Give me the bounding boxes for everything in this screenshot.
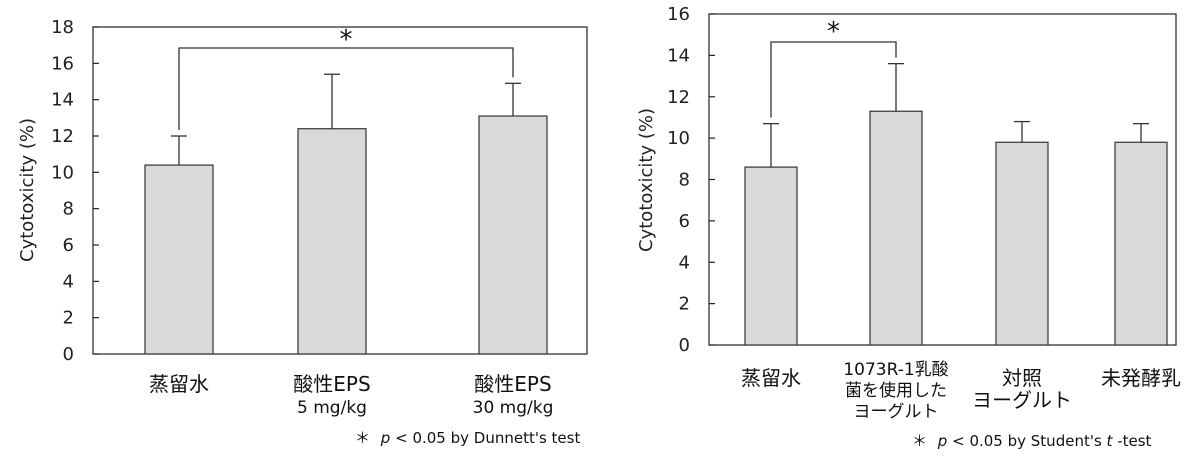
chart-2-category-label: 未発酵乳 xyxy=(1101,366,1181,390)
chart-2-y-tick-label: 10 xyxy=(667,128,690,149)
chart-1: 0 2 4 6 8 10 12 14 16 18 Cytotoxicity (%) * 蒸留水 酸性… xyxy=(17,17,588,447)
chart-1-significance-bracket xyxy=(178,47,514,130)
chart-1-y-tick-label: 0 xyxy=(63,344,74,365)
chart-1-y-tick-labels: 0 2 4 6 8 10 12 14 16 18 xyxy=(51,17,74,365)
chart-1-footnote-text: < 0.05 by Dunnett's test xyxy=(395,429,580,447)
chart-1-y-tick-label: 16 xyxy=(51,53,74,74)
chart-2-bars xyxy=(744,110,1168,346)
chart-2-y-tick-label: 2 xyxy=(679,294,690,315)
chart-2-y-tick-label: 16 xyxy=(667,4,690,25)
chart-1-footnote: ＊ p < 0.05 by Dunnett's test xyxy=(355,429,580,447)
chart-2-footnote-star: ＊ xyxy=(912,432,927,450)
chart-2-category-label: 菌を使用した xyxy=(845,380,947,401)
chart-1-y-tick-label: 12 xyxy=(51,126,74,147)
chart-2-footnote-text: < 0.05 by Student's xyxy=(952,432,1106,450)
chart-1-bar xyxy=(478,115,548,355)
chart-2-bar xyxy=(869,110,923,346)
chart-2-bar xyxy=(1114,141,1168,346)
chart-2-y-tick-label: 6 xyxy=(679,211,690,232)
chart-2-y-ticks xyxy=(709,13,715,346)
chart-2-y-tick-label: 12 xyxy=(667,87,690,108)
chart-2-bar xyxy=(744,166,798,346)
chart-1-y-axis-label: Cytotoxicity (%) xyxy=(17,118,38,262)
chart-1-y-tick-label: 18 xyxy=(51,17,74,38)
chart-2-bar xyxy=(995,141,1049,346)
chart-1-category-label: 5 mg/kg xyxy=(297,398,367,418)
chart-2-y-tick-label: 14 xyxy=(667,45,690,66)
chart-1-category-label: 酸性EPS xyxy=(293,372,370,396)
chart-2-y-tick-labels: 0 2 4 6 8 10 12 14 16 xyxy=(667,4,690,356)
chart-1-bar xyxy=(297,128,367,355)
chart-1-y-ticks xyxy=(93,26,99,355)
chart-1-category-label: 蒸留水 xyxy=(149,372,209,396)
chart-2-y-tick-label: 8 xyxy=(679,170,690,191)
chart-1-y-tick-label: 10 xyxy=(51,162,74,183)
chart-1-significance-marker: * xyxy=(340,25,353,55)
chart-2-significance-marker: * xyxy=(827,17,840,47)
chart-1-footnote-star: ＊ xyxy=(355,429,370,447)
chart-2-significance-bracket xyxy=(770,41,897,118)
chart-2-y-axis-label: Cytotoxicity (%) xyxy=(636,108,657,252)
chart-2-category-label: 蒸留水 xyxy=(741,366,801,390)
chart-1-y-tick-label: 14 xyxy=(51,90,74,111)
chart-2-footnote-p: p xyxy=(937,432,948,450)
chart-1-footnote-p: p xyxy=(380,429,391,447)
chart-2-category-label: 1073R-1乳酸 xyxy=(843,360,948,380)
chart-1-bars xyxy=(144,115,548,355)
chart-2-footnote-t: t xyxy=(1107,432,1114,450)
chart-1-category-label: 30 mg/kg xyxy=(473,398,554,418)
chart-2-footnote: ＊ p < 0.05 by Student's t -test xyxy=(912,432,1152,450)
chart-1-error-bars xyxy=(171,73,521,166)
chart-2-footnote-text-end: -test xyxy=(1117,432,1151,450)
chart-2-category-label: 対照 xyxy=(1002,366,1042,390)
chart-1-y-tick-label: 8 xyxy=(63,199,74,220)
chart-2-y-tick-label: 0 xyxy=(679,335,690,356)
chart-2-error-bars xyxy=(763,63,1149,168)
chart-1-y-tick-label: 4 xyxy=(63,271,74,292)
chart-2-y-tick-label: 4 xyxy=(679,252,690,273)
chart-2-category-label: ヨーグルト xyxy=(972,388,1072,412)
chart-2: 0 2 4 6 8 10 12 14 16 Cytotoxicity (%) * 蒸留水 1073… xyxy=(636,4,1181,450)
chart-1-y-tick-label: 6 xyxy=(63,235,74,256)
chart-1-y-tick-label: 2 xyxy=(63,308,74,329)
chart-2-category-label: ヨーグルト xyxy=(854,402,939,422)
chart-1-category-label: 酸性EPS xyxy=(474,372,551,396)
chart-1-bar xyxy=(144,164,214,355)
